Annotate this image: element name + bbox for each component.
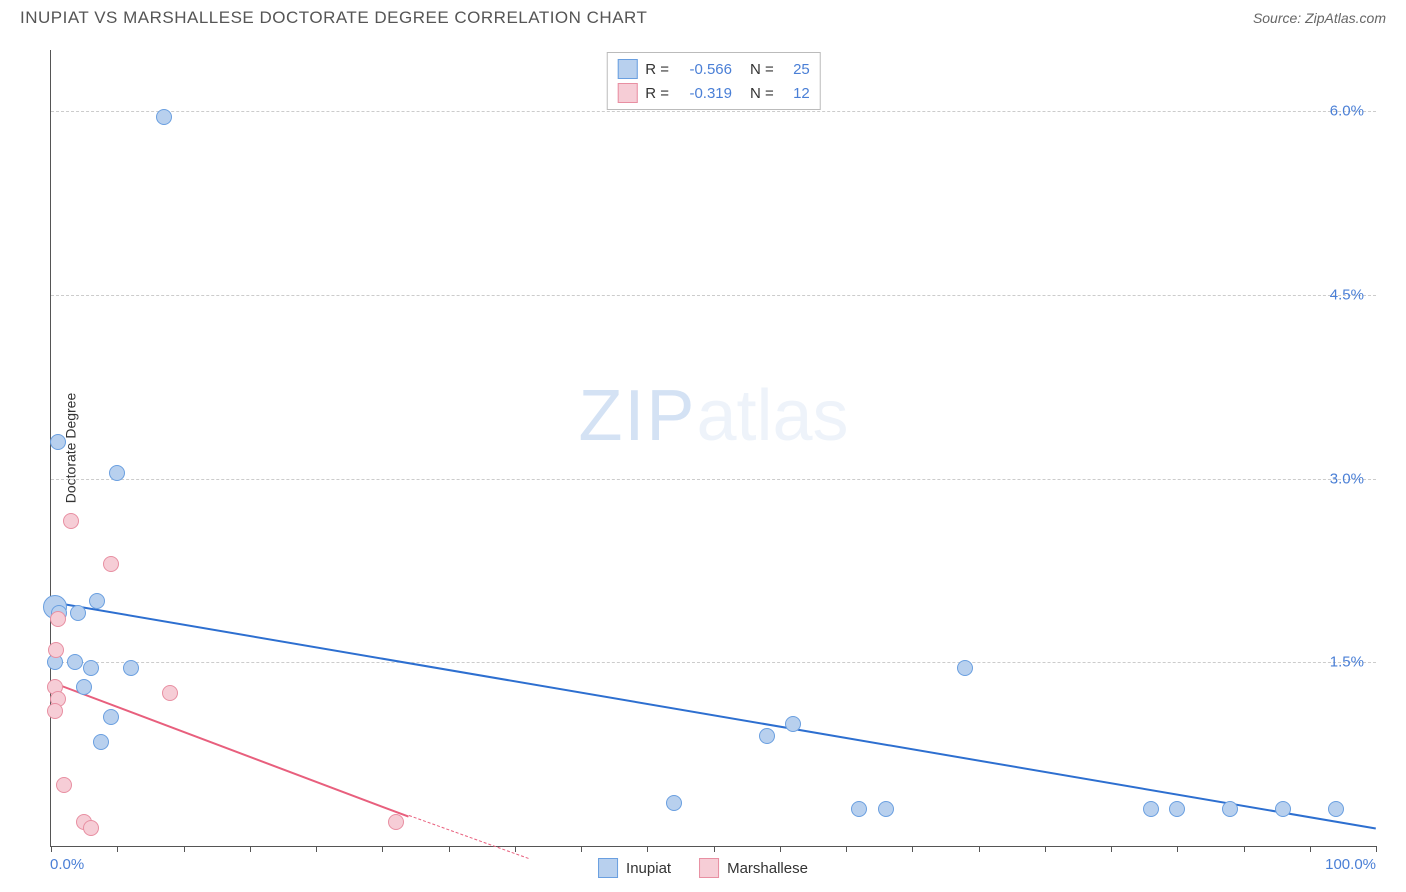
r-label: R = xyxy=(645,85,669,102)
x-tick xyxy=(250,846,251,852)
x-tick xyxy=(1111,846,1112,852)
data-point xyxy=(957,660,973,676)
x-tick xyxy=(117,846,118,852)
data-point xyxy=(1169,801,1185,817)
y-tick-label: 3.0% xyxy=(1330,470,1364,487)
n-label: N = xyxy=(750,61,774,78)
data-point xyxy=(67,654,83,670)
data-point xyxy=(123,660,139,676)
legend-bottom: Inupiat Marshallese xyxy=(598,858,808,878)
swatch-icon xyxy=(598,858,618,878)
data-point xyxy=(48,642,64,658)
data-point xyxy=(50,434,66,450)
data-point xyxy=(103,709,119,725)
trend-line xyxy=(51,601,1376,830)
gridline xyxy=(51,111,1376,112)
data-point xyxy=(103,556,119,572)
watermark-zip: ZIP xyxy=(578,376,696,456)
x-tick xyxy=(1244,846,1245,852)
legend-stats-row: R = -0.566 N = 25 xyxy=(617,57,810,81)
trend-line xyxy=(409,815,529,859)
y-tick-label: 1.5% xyxy=(1330,654,1364,671)
data-point xyxy=(388,814,404,830)
data-point xyxy=(1222,801,1238,817)
data-point xyxy=(47,703,63,719)
y-tick-label: 4.5% xyxy=(1330,286,1364,303)
x-tick xyxy=(581,846,582,852)
x-tick xyxy=(1177,846,1178,852)
chart-title: INUPIAT VS MARSHALLESE DOCTORATE DEGREE … xyxy=(20,8,647,28)
x-tick xyxy=(382,846,383,852)
r-label: R = xyxy=(645,61,669,78)
data-point xyxy=(93,734,109,750)
data-point xyxy=(759,728,775,744)
r-value: -0.566 xyxy=(677,61,732,78)
legend-label: Inupiat xyxy=(626,860,671,877)
r-value: -0.319 xyxy=(677,85,732,102)
data-point xyxy=(1143,801,1159,817)
swatch-icon xyxy=(617,59,637,79)
data-point xyxy=(89,593,105,609)
watermark: ZIPatlas xyxy=(578,375,848,457)
chart-header: INUPIAT VS MARSHALLESE DOCTORATE DEGREE … xyxy=(0,0,1406,32)
data-point xyxy=(156,109,172,125)
swatch-icon xyxy=(617,83,637,103)
x-tick xyxy=(846,846,847,852)
source-label: Source: ZipAtlas.com xyxy=(1253,10,1386,26)
data-point xyxy=(851,801,867,817)
x-tick xyxy=(1045,846,1046,852)
x-tick xyxy=(714,846,715,852)
x-tick xyxy=(51,846,52,852)
data-point xyxy=(83,660,99,676)
gridline xyxy=(51,295,1376,296)
y-axis-label: Doctorate Degree xyxy=(62,393,78,504)
swatch-icon xyxy=(699,858,719,878)
gridline xyxy=(51,479,1376,480)
data-point xyxy=(50,611,66,627)
x-axis-min-label: 0.0% xyxy=(50,856,84,873)
data-point xyxy=(56,777,72,793)
x-tick xyxy=(912,846,913,852)
x-tick xyxy=(449,846,450,852)
chart-area: ZIPatlas Doctorate Degree 1.5% 3.0% 4.5% 6.… xyxy=(50,50,1376,847)
watermark-atlas: atlas xyxy=(696,376,848,456)
x-tick xyxy=(780,846,781,852)
legend-label: Marshallese xyxy=(727,860,808,877)
legend-item-inupiat: Inupiat xyxy=(598,858,671,878)
data-point xyxy=(63,513,79,529)
n-label: N = xyxy=(750,85,774,102)
data-point xyxy=(162,685,178,701)
data-point xyxy=(1328,801,1344,817)
legend-stats-row: R = -0.319 N = 12 xyxy=(617,81,810,105)
gridline xyxy=(51,662,1376,663)
x-tick xyxy=(184,846,185,852)
x-tick xyxy=(515,846,516,852)
n-value: 25 xyxy=(782,61,810,78)
x-tick xyxy=(1310,846,1311,852)
x-axis-max-label: 100.0% xyxy=(1325,856,1376,873)
data-point xyxy=(70,605,86,621)
x-tick xyxy=(316,846,317,852)
data-point xyxy=(666,795,682,811)
y-tick-label: 6.0% xyxy=(1330,103,1364,120)
plot-region: ZIPatlas Doctorate Degree 1.5% 3.0% 4.5% 6.… xyxy=(50,50,1376,847)
data-point xyxy=(878,801,894,817)
legend-stats: R = -0.566 N = 25 R = -0.319 N = 12 xyxy=(606,52,821,110)
x-tick xyxy=(979,846,980,852)
n-value: 12 xyxy=(782,85,810,102)
data-point xyxy=(1275,801,1291,817)
data-point xyxy=(76,679,92,695)
data-point xyxy=(83,820,99,836)
x-tick xyxy=(647,846,648,852)
x-tick xyxy=(1376,846,1377,852)
legend-item-marshallese: Marshallese xyxy=(699,858,808,878)
data-point xyxy=(785,716,801,732)
data-point xyxy=(109,465,125,481)
